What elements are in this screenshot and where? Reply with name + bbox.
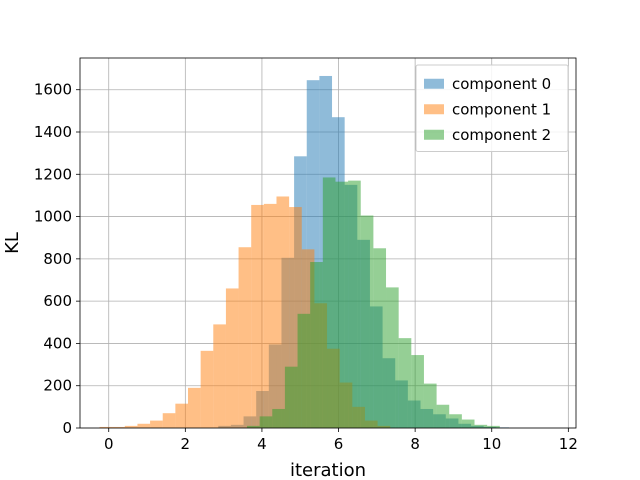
histogram-bar <box>137 423 151 428</box>
histogram-bar <box>188 387 201 428</box>
histogram-bar <box>213 324 226 428</box>
x-tick-label: 6 <box>334 435 344 453</box>
y-tick-label: 1200 <box>34 165 72 183</box>
histogram-bar <box>238 247 252 428</box>
histogram-bar <box>251 204 264 428</box>
histogram-bar <box>246 425 260 428</box>
histogram-bar <box>423 383 437 428</box>
y-tick-label: 800 <box>43 250 72 268</box>
x-tick-label: 10 <box>482 435 501 453</box>
histogram-bar <box>175 403 189 428</box>
y-tick-label: 600 <box>43 292 72 310</box>
plot-frame <box>79 57 577 429</box>
histogram-bar <box>360 215 374 428</box>
y-tick-label: 1400 <box>34 123 72 141</box>
legend-label: component 2 <box>452 126 551 144</box>
histogram-bar <box>322 177 336 428</box>
legend-box <box>415 64 569 152</box>
legend-swatch <box>424 129 444 140</box>
histogram-bar <box>348 180 361 428</box>
legend-swatch <box>424 104 444 115</box>
axis-ticks: 0 2 4 6 8 10 12 0 200 400 600 800 1000 1200 1400 1600 <box>34 81 578 453</box>
x-tick-label: 12 <box>559 435 578 453</box>
histogram-bar <box>162 413 176 428</box>
y-tick-label: 1600 <box>34 81 72 99</box>
histogram-bar <box>398 338 412 428</box>
legend-label: component 0 <box>452 75 551 93</box>
histogram-bar <box>335 181 349 428</box>
histogram-bar <box>386 287 399 428</box>
histogram-bar <box>373 248 387 428</box>
histogram-bar <box>461 419 475 428</box>
y-tick-label: 200 <box>43 377 72 395</box>
histogram-bar <box>487 425 500 428</box>
histogram-bar <box>474 424 488 428</box>
histogram-bars <box>99 75 509 429</box>
legend-label: component 1 <box>452 100 551 118</box>
histogram-bar <box>200 350 214 428</box>
x-tick-label: 4 <box>257 435 267 453</box>
y-tick-label: 0 <box>62 419 72 437</box>
y-tick-label: 1000 <box>34 208 72 226</box>
histogram-bar <box>436 404 450 428</box>
histogram-bar <box>272 408 285 428</box>
histogram-bar <box>263 203 277 428</box>
histogram-bar <box>124 425 138 428</box>
y-axis-label: KL <box>2 232 23 254</box>
histogram-bar <box>449 414 462 428</box>
histogram-bar <box>284 366 298 428</box>
histogram-bar <box>112 426 125 428</box>
x-axis-label: iteration <box>290 460 366 480</box>
x-tick-label: 0 <box>104 435 114 453</box>
x-tick-label: 8 <box>410 435 420 453</box>
legend-swatch <box>424 78 444 89</box>
x-tick-label: 2 <box>181 435 191 453</box>
series-2-bars <box>246 177 500 428</box>
y-tick-label: 400 <box>43 334 72 352</box>
histogram-bar <box>259 416 273 428</box>
histogram-bar <box>225 288 239 428</box>
histogram-bar <box>411 355 424 428</box>
histogram-bar <box>297 313 311 428</box>
legend: component 0 component 1 component 2 <box>415 64 569 152</box>
histogram-bar <box>310 262 323 428</box>
histogram-bar <box>99 426 113 428</box>
histogram-bar <box>150 420 163 428</box>
